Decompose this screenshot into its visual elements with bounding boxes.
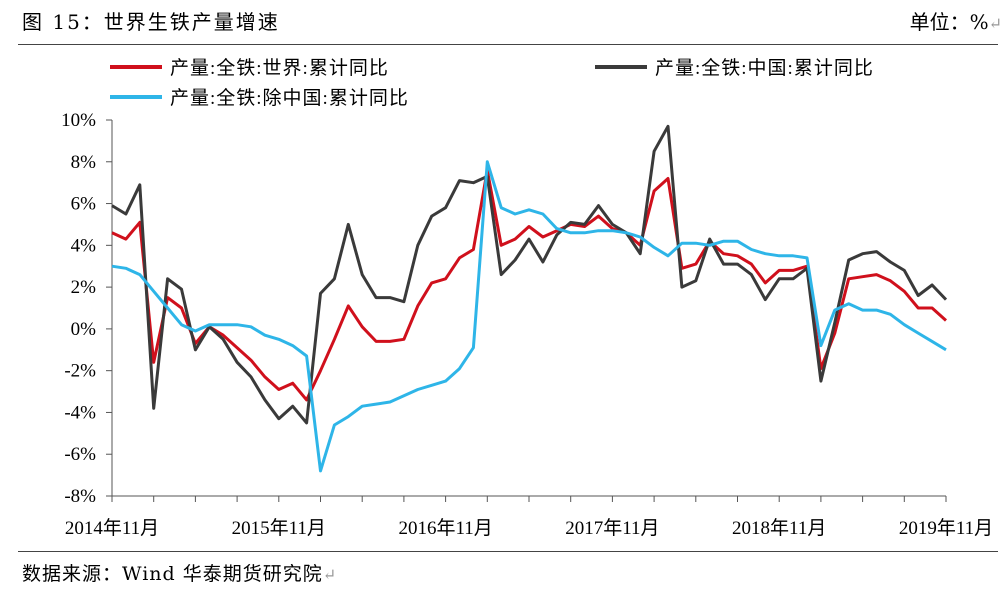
x-tick-label: 2017年11月 bbox=[565, 517, 659, 539]
legend-label-3: 产量:全铁:除中国:累计同比 bbox=[170, 87, 409, 109]
figure-header: 图 15：世界生铁产量增速 单位：%↵ bbox=[0, 2, 1008, 36]
y-tick-label: -6% bbox=[64, 444, 96, 465]
legend-label-1: 产量:全铁:世界:累计同比 bbox=[170, 57, 389, 79]
y-tick-label: 8% bbox=[71, 152, 97, 173]
y-tick-label: -8% bbox=[64, 486, 96, 507]
legend-label-2: 产量:全铁:中国:累计同比 bbox=[655, 57, 874, 79]
x-tick-label: 2019年11月 bbox=[899, 517, 993, 539]
chart-area: 10% 8% 6% 4% 2% 0% -2% -4% -6% -8% 2014年11月 2015年11… bbox=[0, 46, 1008, 550]
line-chart: 10% 8% 6% 4% 2% 0% -2% -4% -6% -8% 2014年11月 2015年11… bbox=[61, 57, 993, 539]
header-rule bbox=[18, 44, 998, 45]
y-tick-label: 0% bbox=[71, 319, 97, 340]
figure-title: 图 15：世界生铁产量增速 bbox=[22, 10, 280, 34]
y-tick-label: 2% bbox=[71, 277, 97, 298]
unit-label: 单位：%↵ bbox=[909, 10, 1002, 34]
x-tick-label: 2014年11月 bbox=[65, 517, 159, 539]
x-tick-label: 2018年11月 bbox=[732, 517, 826, 539]
series-line-3 bbox=[111, 160, 947, 473]
data-source: 数据来源：Wind 华泰期货研究院↵ bbox=[22, 563, 338, 585]
y-tick-label: 4% bbox=[71, 235, 97, 256]
y-tick-label: -4% bbox=[64, 402, 96, 423]
y-tick-label: -2% bbox=[64, 361, 96, 382]
y-tick-label: 10% bbox=[61, 110, 96, 131]
x-tick-label: 2015年11月 bbox=[232, 517, 326, 539]
x-tick-label: 2016年11月 bbox=[398, 517, 492, 539]
footer-rule bbox=[18, 551, 998, 552]
y-tick-label: 6% bbox=[71, 194, 97, 215]
series-line-2 bbox=[111, 124, 948, 425]
series-line-1 bbox=[111, 168, 948, 402]
